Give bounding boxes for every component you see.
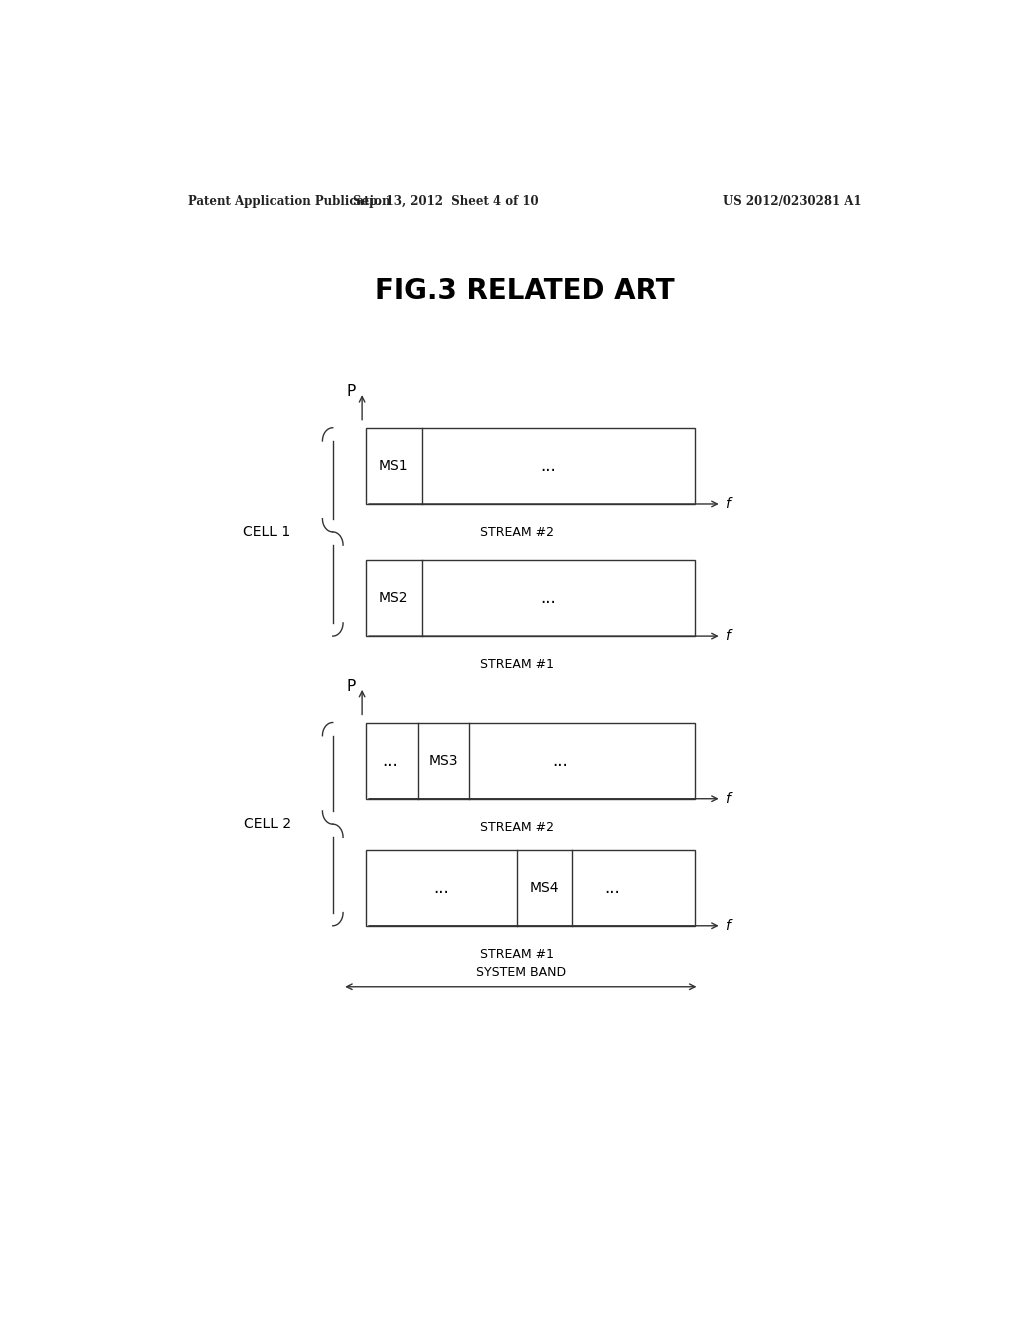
- Text: US 2012/0230281 A1: US 2012/0230281 A1: [723, 194, 862, 207]
- Text: P: P: [346, 384, 355, 399]
- Text: STREAM #1: STREAM #1: [480, 948, 554, 961]
- Text: f: f: [725, 630, 730, 643]
- Bar: [367, 850, 695, 925]
- Bar: [367, 722, 695, 799]
- Text: STREAM #2: STREAM #2: [480, 527, 554, 540]
- Text: STREAM #1: STREAM #1: [480, 659, 554, 672]
- Bar: [367, 560, 695, 636]
- Text: ...: ...: [433, 879, 450, 896]
- Text: MS2: MS2: [379, 591, 409, 605]
- Text: FIG.3 RELATED ART: FIG.3 RELATED ART: [375, 276, 675, 305]
- Text: ...: ...: [604, 879, 620, 896]
- Text: Patent Application Publication: Patent Application Publication: [187, 194, 390, 207]
- Text: f: f: [725, 792, 730, 805]
- Text: f: f: [725, 496, 730, 511]
- Text: CELL 2: CELL 2: [244, 817, 291, 832]
- Text: Sep. 13, 2012  Sheet 4 of 10: Sep. 13, 2012 Sheet 4 of 10: [352, 194, 539, 207]
- Text: ...: ...: [541, 457, 556, 475]
- Text: P: P: [346, 678, 355, 694]
- Text: CELL 1: CELL 1: [244, 525, 291, 539]
- Text: STREAM #2: STREAM #2: [480, 821, 554, 834]
- Bar: [367, 428, 695, 504]
- Text: MS1: MS1: [379, 459, 409, 473]
- Text: f: f: [725, 919, 730, 933]
- Text: MS3: MS3: [429, 754, 458, 768]
- Text: SYSTEM BAND: SYSTEM BAND: [476, 966, 566, 978]
- Text: ...: ...: [553, 751, 568, 770]
- Text: ...: ...: [541, 589, 556, 607]
- Text: MS4: MS4: [529, 880, 559, 895]
- Text: ...: ...: [382, 751, 397, 770]
